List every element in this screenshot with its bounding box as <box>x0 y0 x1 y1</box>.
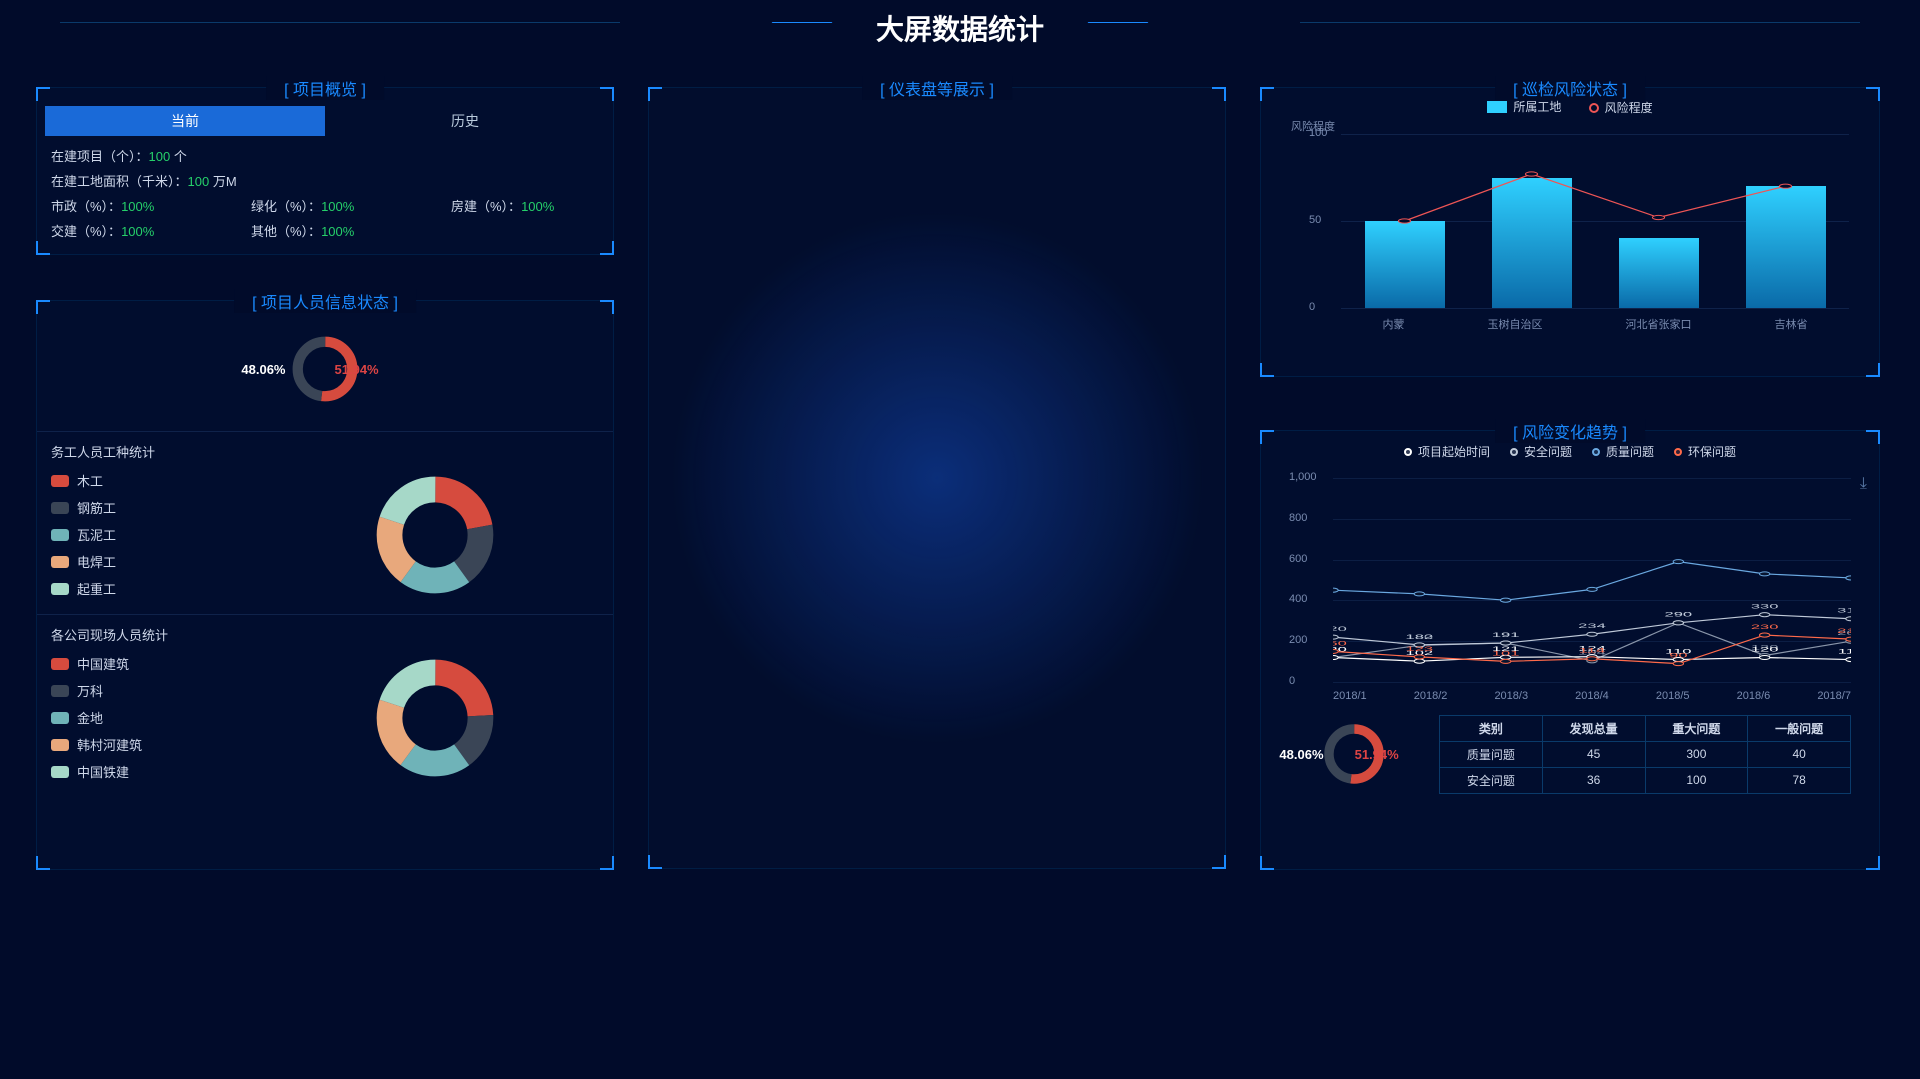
overview-stat: 其他（%）：100% <box>251 221 421 240</box>
legend-item: 起重工 <box>51 575 243 602</box>
svg-text:90: 90 <box>1669 652 1687 659</box>
svg-text:310: 310 <box>1837 607 1851 614</box>
panel-title: 项目概览 <box>266 76 384 100</box>
legend-item: 韩村河建筑 <box>51 731 243 758</box>
panel-title: 巡检风险状态 <box>1495 76 1645 100</box>
legend-item: 金地 <box>51 704 243 731</box>
svg-text:150: 150 <box>1333 640 1347 647</box>
tab-history[interactable]: 历史 <box>325 106 605 136</box>
tab-current[interactable]: 当前 <box>45 106 325 136</box>
svg-text:120: 120 <box>1751 646 1779 653</box>
download-icon[interactable]: ⤓ <box>1860 475 1867 493</box>
risk-legend: 所属工地 风险程度 <box>1261 98 1879 116</box>
svg-text:182: 182 <box>1406 633 1434 640</box>
svg-text:191: 191 <box>1492 631 1520 638</box>
legend-item: 中国建筑 <box>51 650 243 677</box>
panel-title: 风险变化趋势 <box>1495 419 1645 443</box>
sub-title: 务工人员工种统计 <box>37 431 613 467</box>
svg-text:230: 230 <box>1751 623 1779 630</box>
trend-legend: 项目起始时间安全问题质量问题环保问题 <box>1261 443 1879 460</box>
panel-title: 仪表盘等展示 <box>862 76 1012 100</box>
risk-chart: 风险程度 050100内蒙玉树自治区河北省张家口吉林省 <box>1291 122 1849 332</box>
svg-text:123: 123 <box>1406 645 1434 652</box>
panel-trend: 风险变化趋势 项目起始时间安全问题质量问题环保问题 ⤓ 020040060080… <box>1260 430 1880 870</box>
svg-text:330: 330 <box>1751 603 1779 610</box>
svg-text:220: 220 <box>1333 625 1347 632</box>
panel-risk: 巡检风险状态 所属工地 风险程度 风险程度 050100内蒙玉树自治区河北省张家… <box>1260 87 1880 377</box>
panel-title: 项目人员信息状态 <box>234 289 416 313</box>
page-title: 大屏数据统计 <box>0 0 1920 48</box>
trend-table: 类别发现总量重大问题一般问题质量问题4530040安全问题3610078 <box>1439 715 1851 794</box>
overview-stat: 房建（%）：100% <box>451 196 621 215</box>
svg-text:110: 110 <box>1838 648 1851 655</box>
panel-overview: 项目概览 当前 历史 在建项目（个）：100 个 在建工地面积（千米）：100 … <box>36 87 614 255</box>
svg-text:290: 290 <box>1665 611 1693 618</box>
overview-stat: 绿化（%）：100% <box>251 196 421 215</box>
overview-label: 在建项目（个）：100 个 <box>51 146 187 165</box>
panel-gauge: 仪表盘等展示 <box>648 87 1226 869</box>
legend-item: 瓦泥工 <box>51 521 243 548</box>
svg-text:114: 114 <box>1579 647 1605 654</box>
legend-item: 木工 <box>51 467 243 494</box>
trend-chart: 02004006008001,0002018/12018/22018/32018… <box>1289 470 1851 700</box>
ratio-donut: 48.06% 51.94% <box>37 319 613 419</box>
sub-title: 各公司现场人员统计 <box>37 614 613 650</box>
svg-text:234: 234 <box>1578 622 1606 629</box>
overview-stat: 市政（%）：100% <box>51 196 221 215</box>
legend-item: 电焊工 <box>51 548 243 575</box>
overview-label: 在建工地面积（千米）：100 万M <box>51 171 237 190</box>
legend-item: 万科 <box>51 677 243 704</box>
svg-text:101: 101 <box>1492 650 1520 657</box>
trend-ratio-donut: 48.06% 51.94% <box>1289 714 1419 794</box>
overview-stat: 交建（%）：100% <box>51 221 221 240</box>
svg-text:210: 210 <box>1837 627 1851 634</box>
legend-item: 中国铁建 <box>51 758 243 785</box>
panel-personnel: 项目人员信息状态 48.06% 51.94% 务工人员工种统计 木工钢筋工瓦泥工… <box>36 300 614 870</box>
legend-item: 钢筋工 <box>51 494 243 521</box>
